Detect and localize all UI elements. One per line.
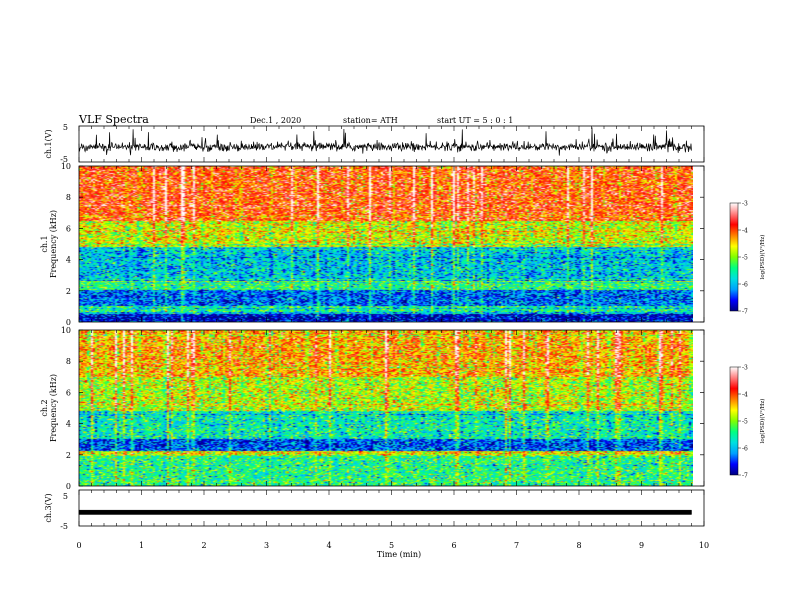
ch3-ytick-top: 5 <box>63 492 68 501</box>
x-tick-label: 6 <box>451 541 456 550</box>
ch2-colorbar-tick-label: -5 <box>742 419 748 426</box>
ch3-waveform-line <box>78 509 692 515</box>
ch1-spectro-ytick-label: 8 <box>66 193 71 202</box>
ch2-spectro-ytick-label: 2 <box>66 451 71 460</box>
ch3-ylabel: ch.3(V) <box>44 493 53 522</box>
x-tick-label: 0 <box>76 541 81 550</box>
ch1-spectro-ytick-label: 0 <box>66 318 71 327</box>
ch2-spectro-ylabel-ch: ch.2 <box>40 399 49 416</box>
x-tick-label: 2 <box>201 541 206 550</box>
ch1-colorbar-tick-label: -6 <box>742 282 748 289</box>
figure-title: VLF Spectra <box>78 113 149 126</box>
ch1-colorbar-tick-label: -4 <box>742 228 748 235</box>
ch1-ytick-top: 5 <box>63 123 68 132</box>
ch1-colorbar-tick-label: -7 <box>742 309 748 316</box>
ch1-ytick-bottom: -5 <box>60 155 68 164</box>
ch1-spectrogram-heatmap <box>79 166 693 322</box>
ch1-colorbar: -3 -4 -5 -6 -7 log(PSD)(V²/Hz) <box>729 201 766 316</box>
x-axis-ticks: 0 1 2 3 4 5 6 7 8 9 10 <box>76 126 709 550</box>
ch1-colorbar-label: log(PSD)(V²/Hz) <box>759 235 766 280</box>
x-tick-label: 4 <box>326 541 331 550</box>
ch2-spectro-ytick-label: 6 <box>66 388 71 397</box>
ch2-colorbar-tick-label: -3 <box>742 365 748 372</box>
x-tick-label: 7 <box>514 541 519 550</box>
ch1-spectro-ylabel-ch: ch.1 <box>40 235 49 252</box>
ch1-spectro-ytick-label: 6 <box>66 224 71 233</box>
station-label: station= ATH <box>343 116 398 125</box>
x-tick-label: 10 <box>699 541 709 550</box>
ch2-colorbar-tick-label: -7 <box>742 473 748 480</box>
ch1-spectro-ytick-label: 4 <box>66 256 71 265</box>
x-tick-label: 8 <box>576 541 581 550</box>
ch2-spectro-ytick-label: 10 <box>61 326 71 335</box>
ch2-spectro-ytick-label: 8 <box>66 357 71 366</box>
ch1-colorbar-tick-label: -3 <box>742 201 748 208</box>
ch1-colorbar-tick-label: -5 <box>742 255 748 262</box>
ch2-colorbar-tick-label: -4 <box>742 392 748 399</box>
x-tick-label: 1 <box>139 541 144 550</box>
x-tick-label: 9 <box>639 541 644 550</box>
ch2-colorbar-tick-label: -6 <box>742 446 748 453</box>
ch1-spectro-ytick-label: 10 <box>61 162 71 171</box>
ch1-waveform-panel: 5 -5 ch.1(V) <box>44 123 705 164</box>
x-axis-label: Time (min) <box>377 550 421 559</box>
ch1-waveform-line <box>78 127 692 156</box>
ch3-waveform-panel: 5 -5 ch.3(V) <box>44 489 705 531</box>
ch2-spectro-ytick-label: 0 <box>66 482 71 491</box>
date-label: Dec.1 , 2020 <box>250 116 301 125</box>
ch3-ytick-bottom: -5 <box>60 522 68 531</box>
ch1-spectro-ytick-label: 2 <box>66 287 71 296</box>
ch1-spectro-ylabel-freq: Frequency (kHz) <box>49 210 58 278</box>
start-time-label: start UT = 5 : 0 : 1 <box>437 116 513 125</box>
ch1-ylabel: ch.1(V) <box>44 129 53 158</box>
ch1-spectrogram-panel: 0 2 4 6 8 10 ch.1 Frequency (kHz) <box>40 162 705 327</box>
ch2-colorbar: -3 -4 -5 -6 -7 log(PSD)(V²/Hz) <box>729 365 766 480</box>
ch2-spectro-ytick-label: 4 <box>66 420 71 429</box>
ch2-spectrogram-heatmap <box>79 330 693 486</box>
x-tick-label: 5 <box>389 541 394 550</box>
ch2-spectrogram-panel: 0 2 4 6 8 10 ch.2 Frequency (kHz) <box>40 326 705 491</box>
ch2-spectro-ylabel-freq: Frequency (kHz) <box>49 374 58 442</box>
x-tick-label: 3 <box>264 541 269 550</box>
ch2-colorbar-label: log(PSD)(V²/Hz) <box>759 399 766 444</box>
